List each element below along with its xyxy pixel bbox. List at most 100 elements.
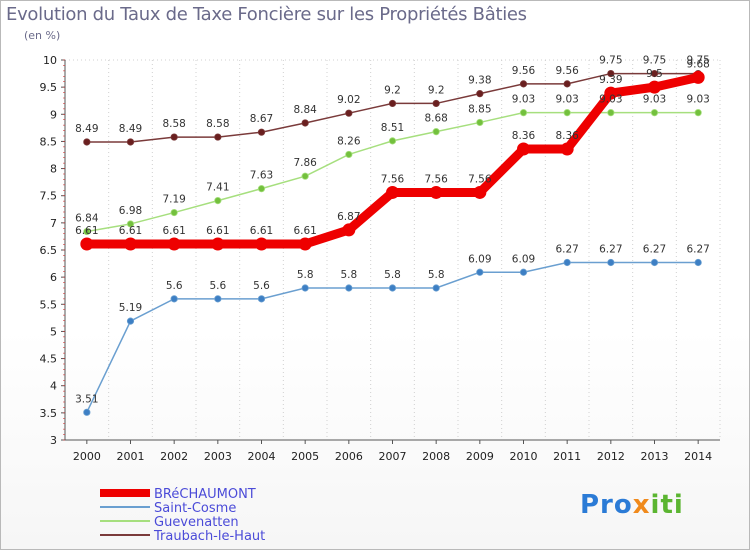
y-tick-label: 9.5 <box>40 81 58 94</box>
series-traubach-le-haut-point <box>126 138 135 146</box>
y-tick-label: 3.5 <box>40 407 58 420</box>
series-guevenatten-point <box>476 118 484 127</box>
y-tick-label: 4.5 <box>40 353 58 366</box>
series-saint-cosme-point <box>126 317 135 325</box>
series-traubach-le-haut-value-label: 8.84 <box>293 104 317 116</box>
series-br-chaumont-value-label: 6.61 <box>75 225 98 237</box>
series-saint-cosme-point <box>607 258 615 267</box>
series-traubach-le-haut-point <box>650 69 659 78</box>
axes: 3 3.5 4 4.5 5 5.5 6 6.5 7 7.5 8 8.5 9 9.5 10 2000 2001 20… <box>40 54 720 463</box>
x-tick-label: 2005 <box>291 450 319 463</box>
y-tick-label: 3 <box>50 434 57 447</box>
series-saint-cosme-point <box>388 284 397 292</box>
series-br-chaumont-point <box>80 237 94 251</box>
series-saint-cosme-point <box>519 268 528 276</box>
series-guevenatten-value-label: 8.85 <box>468 103 491 115</box>
x-tick-label: 2012 <box>597 450 625 463</box>
series-traubach-le-haut-value-label: 9.56 <box>555 65 579 77</box>
series-guevenatten-value-label: 9.03 <box>599 94 622 106</box>
series-br-chaumont-point <box>473 185 487 199</box>
series-guevenatten-point <box>432 128 440 136</box>
series-br-chaumont-value-label: 6.61 <box>293 225 316 237</box>
series-guevenatten-value-label: 8.26 <box>337 135 361 147</box>
x-tick-label: 2006 <box>335 450 363 463</box>
series-traubach-le-haut-value-label: 8.58 <box>206 118 229 130</box>
series-traubach-le-haut-point <box>607 69 615 78</box>
legend-traubach-le-haut-label: Traubach-le-Haut <box>153 529 265 544</box>
series-traubach-le-haut-point <box>432 99 440 108</box>
series-saint-cosme-point <box>432 284 440 292</box>
x-tick-label: 2014 <box>684 450 712 463</box>
series-guevenatten-value-label: 7.63 <box>250 170 273 182</box>
legend-br-chaumont-label: BRéCHAUMONT <box>154 487 256 502</box>
series-guevenatten-point <box>694 109 702 117</box>
x-tick-label: 2010 <box>510 450 538 463</box>
grid-lines <box>64 59 721 440</box>
series-guevenatten-point <box>563 109 571 117</box>
x-tick-label: 2003 <box>204 450 232 463</box>
series-saint-cosme-point <box>694 258 702 267</box>
series-guevenatten-point <box>83 227 91 236</box>
chart-title: Evolution du Taux de Taxe Foncière sur l… <box>6 4 527 25</box>
series-guevenatten-value-label: 6.84 <box>75 213 99 225</box>
series-traubach-le-haut-point <box>519 80 528 88</box>
series-br-chaumont-value-label: 6.61 <box>206 225 229 237</box>
series-saint-cosme-point <box>301 284 309 292</box>
series-traubach-le-haut-point <box>476 90 484 98</box>
series-br-chaumont-point <box>386 185 399 199</box>
series-br-chaumont-point <box>124 237 137 251</box>
x-tick-label: 2011 <box>553 450 581 463</box>
series-saint-cosme-value-label: 5.6 <box>209 280 226 292</box>
y-tick-label: 9 <box>50 108 57 121</box>
series-guevenatten-point <box>650 109 659 117</box>
series-traubach-le-haut-value-label: 9.75 <box>643 55 666 67</box>
y-tick-label: 6 <box>50 271 57 284</box>
series-guevenatten-point <box>214 197 222 205</box>
y-axis-unit: (en %) <box>24 29 61 42</box>
x-tick-label: 2002 <box>160 450 188 463</box>
x-tick-label: 2000 <box>73 450 101 463</box>
series-br-chaumont-point <box>429 185 443 199</box>
series-saint-cosme-value-label: 6.09 <box>512 253 535 265</box>
series-traubach-le-haut-point <box>257 128 266 136</box>
series-guevenatten-point <box>388 137 397 145</box>
series-br-chaumont-value-label: 6.61 <box>250 225 273 237</box>
series-br-chaumont-value-label: 9.68 <box>686 58 709 70</box>
x-tick-label: 2009 <box>466 450 494 463</box>
series-traubach-le-haut-value-label: 8.49 <box>75 123 98 135</box>
series-guevenatten-value-label: 9.03 <box>555 94 578 106</box>
series-traubach-le-haut-value-label: 8.67 <box>250 113 273 125</box>
y-tick-label: 6.5 <box>40 244 58 257</box>
data-labels: 8.49 8.49 8.58 8.58 8.67 8.84 9.02 9.2 9.2 9.38 9.… <box>75 55 710 406</box>
series-saint-cosme-value-label: 6.27 <box>643 243 666 255</box>
series-traubach-le-haut-value-label: 9.56 <box>512 65 536 77</box>
series-br-chaumont-value-label: 8.36 <box>555 130 579 142</box>
series-saint-cosme-point <box>650 258 659 267</box>
series-saint-cosme-value-label: 5.6 <box>166 280 183 292</box>
y-tick-label: 7 <box>50 217 57 230</box>
series-br-chaumont-value-label: 6.87 <box>337 211 360 223</box>
series-traubach-le-haut-point <box>388 99 397 108</box>
series-guevenatten-value-label: 7.86 <box>293 157 317 169</box>
series-traubach-le-haut-value-label: 9.75 <box>686 55 709 67</box>
series-br-chaumont-point <box>298 237 312 251</box>
series-traubach-le-haut-point <box>301 119 309 127</box>
series-br-chaumont-value-label: 7.56 <box>468 173 492 185</box>
series-guevenatten-point <box>345 150 353 159</box>
x-tick-label: 2008 <box>422 450 450 463</box>
series-traubach-le-haut-point <box>170 133 178 141</box>
series-guevenatten-value-label: 8.51 <box>381 122 404 134</box>
y-tick-label: 5 <box>50 325 57 338</box>
series-br-chaumont-point <box>167 237 181 251</box>
series-guevenatten-value-label: 7.41 <box>206 182 229 194</box>
series-guevenatten-point <box>126 220 135 228</box>
series-traubach-le-haut-value-label: 8.49 <box>119 123 142 135</box>
series-br-chaumont-value-label: 9.5 <box>646 68 663 80</box>
series-guevenatten-value-label: 9.03 <box>643 94 666 106</box>
y-tick-label: 10 <box>43 54 57 67</box>
series-saint-cosme-value-label: 3.51 <box>75 393 98 405</box>
series-br-chaumont-point <box>691 70 705 84</box>
series-br-chaumont-value-label: 8.36 <box>512 130 536 142</box>
series-br-chaumont-point <box>648 80 661 94</box>
